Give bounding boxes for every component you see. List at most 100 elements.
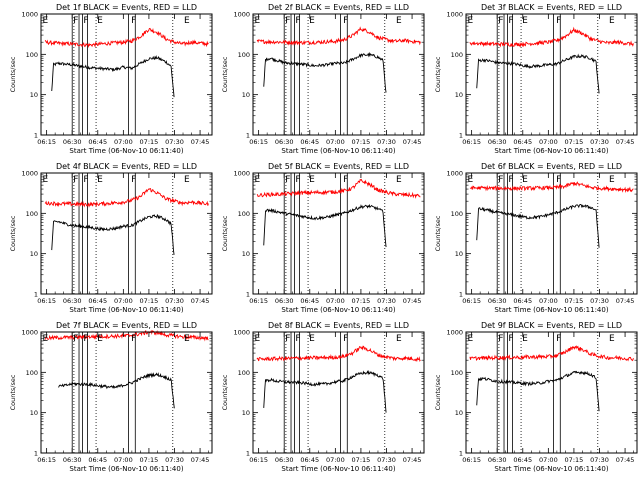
panel-title: Det 7f BLACK = Events, RED = LLD <box>56 321 197 330</box>
x-tick-label: 07:00 <box>539 456 558 464</box>
y-tick-label: 1000 <box>446 329 463 337</box>
y-tick-label: 10 <box>242 409 250 417</box>
y-tick-label: 1 <box>459 291 463 299</box>
flare-label: E <box>522 175 528 185</box>
x-tick-label: 06:15 <box>462 297 481 305</box>
flare-label: E <box>184 334 190 344</box>
flare-label: E <box>309 175 315 185</box>
x-tick-label: 06:15 <box>37 297 56 305</box>
x-axis-label: Start Time (06-Nov-10 06:11:40) <box>69 147 183 155</box>
x-tick-label: 07:45 <box>403 297 422 305</box>
x-tick-label: 06:30 <box>488 138 507 146</box>
flare-label: E <box>255 16 261 26</box>
flare-label: F <box>295 175 300 185</box>
x-axis-label: Start Time (06-Nov-10 06:11:40) <box>494 147 608 155</box>
series-events-line <box>51 55 175 98</box>
x-tick-label: 06:30 <box>275 138 294 146</box>
flare-label: E <box>396 16 402 26</box>
x-tick-label: 06:30 <box>488 456 507 464</box>
flare-label: F <box>498 334 503 344</box>
y-tick-label: 1 <box>34 450 38 458</box>
flare-label: E <box>609 334 615 344</box>
x-tick-label: 06:15 <box>37 138 56 146</box>
y-tick-label: 100 <box>26 210 38 218</box>
y-axis-label: Counts/sec <box>434 56 442 92</box>
x-tick-label: 07:00 <box>539 297 558 305</box>
y-tick-label: 100 <box>451 210 463 218</box>
y-tick-label: 1000 <box>21 170 38 178</box>
flare-label: F <box>556 334 561 344</box>
y-tick-label: 100 <box>238 369 250 377</box>
x-tick-label: 06:15 <box>249 138 268 146</box>
flare-label: F <box>508 16 513 26</box>
x-tick-label: 06:45 <box>300 297 319 305</box>
flare-label: E <box>468 16 474 26</box>
flare-label: E <box>468 175 474 185</box>
flare-label: E <box>97 16 103 26</box>
y-tick-label: 10 <box>30 250 38 258</box>
x-tick-label: 07:15 <box>352 297 371 305</box>
x-axis-label: Start Time (06-Nov-10 06:11:40) <box>69 306 183 314</box>
series-lld-line <box>256 26 421 46</box>
x-tick-label: 06:45 <box>300 138 319 146</box>
flare-label: F <box>83 175 88 185</box>
flare-label: F <box>556 175 561 185</box>
flare-label: F <box>73 334 78 344</box>
flare-label: F <box>343 175 348 185</box>
series-lld-line <box>469 26 634 48</box>
x-tick-label: 07:00 <box>114 138 133 146</box>
flare-label: E <box>396 175 402 185</box>
y-tick-label: 10 <box>242 91 250 99</box>
series-events-line <box>51 214 175 255</box>
flare-label: E <box>255 175 261 185</box>
flare-label: F <box>285 175 290 185</box>
x-tick-label: 07:30 <box>165 456 184 464</box>
series-events-line <box>476 53 600 94</box>
flare-label: F <box>556 16 561 26</box>
x-tick-label: 07:30 <box>590 297 609 305</box>
x-axis-label: Start Time (06-Nov-10 06:11:40) <box>281 306 395 314</box>
flare-label: E <box>43 175 49 185</box>
x-tick-label: 07:00 <box>114 297 133 305</box>
series-lld-line <box>44 188 209 208</box>
flare-label: F <box>498 175 503 185</box>
series-events-line <box>476 370 600 412</box>
flare-label: E <box>97 175 103 185</box>
x-axis-label: Start Time (06-Nov-10 06:11:40) <box>69 465 183 473</box>
y-axis-label: Counts/sec <box>9 374 17 410</box>
x-tick-label: 07:45 <box>616 138 635 146</box>
y-tick-label: 100 <box>26 369 38 377</box>
y-tick-label: 1000 <box>446 170 463 178</box>
x-tick-label: 07:00 <box>114 456 133 464</box>
flare-label: E <box>97 334 103 344</box>
x-tick-label: 06:30 <box>63 297 82 305</box>
y-axis-label: Counts/sec <box>434 215 442 251</box>
y-axis-label: Counts/sec <box>9 215 17 251</box>
plot-frame <box>252 331 425 454</box>
x-tick-label: 06:30 <box>63 456 82 464</box>
x-axis-label: Start Time (06-Nov-10 06:11:40) <box>281 465 395 473</box>
y-axis-label: Counts/sec <box>9 56 17 92</box>
flare-label: E <box>43 334 49 344</box>
x-tick-label: 07:45 <box>403 138 422 146</box>
y-axis-label: Counts/sec <box>221 374 229 410</box>
x-tick-label: 06:15 <box>249 297 268 305</box>
y-tick-label: 1 <box>246 450 250 458</box>
x-tick-label: 06:15 <box>462 456 481 464</box>
y-tick-label: 10 <box>30 91 38 99</box>
flare-label: F <box>343 16 348 26</box>
flare-label: E <box>43 16 49 26</box>
flare-label: E <box>255 334 261 344</box>
series-lld-line <box>256 178 421 199</box>
y-tick-label: 10 <box>455 409 463 417</box>
x-tick-label: 06:15 <box>37 456 56 464</box>
panel-title: Det 5f BLACK = Events, RED = LLD <box>268 162 409 171</box>
plot-frame <box>40 172 213 295</box>
x-tick-label: 07:45 <box>616 297 635 305</box>
x-tick-label: 07:15 <box>565 456 584 464</box>
flare-label: E <box>309 334 315 344</box>
y-tick-label: 1000 <box>21 329 38 337</box>
